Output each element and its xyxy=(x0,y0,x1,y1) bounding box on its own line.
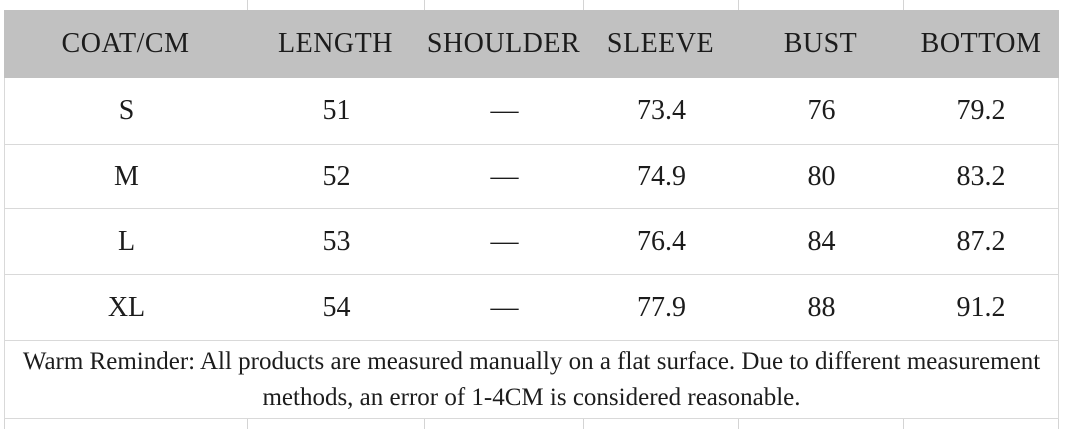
column-divider-tick xyxy=(738,0,739,10)
column-divider-tick xyxy=(424,0,425,10)
column-header-sleeve: SLEEVE xyxy=(606,28,715,59)
column-divider-tick xyxy=(247,419,248,429)
table-body: S 51 — 73.4 76 79.2 M 52 — 74.9 80 83.2 … xyxy=(4,78,1059,419)
bottom-value: 83.2 xyxy=(956,160,1006,192)
column-divider-tick xyxy=(583,0,584,10)
shoulder-value: — xyxy=(490,291,519,323)
sleeve-value: 73.4 xyxy=(637,95,686,126)
shoulder-value: — xyxy=(490,160,519,192)
column-header-length: LENGTH xyxy=(278,28,393,59)
column-divider-tick xyxy=(903,0,904,10)
column-divider-tick xyxy=(1058,419,1059,429)
bust-value: 80 xyxy=(807,160,836,192)
shoulder-value: — xyxy=(490,225,519,257)
column-divider-tick xyxy=(247,0,248,10)
bottom-value: 91.2 xyxy=(956,291,1006,323)
column-divider-tick xyxy=(903,419,904,429)
table-header-row: COAT/CM LENGTH SHOULDER SLEEVE BUST BOTT… xyxy=(4,10,1059,78)
size-label: XL xyxy=(107,291,146,323)
column-header-shoulder: SHOULDER xyxy=(426,28,581,59)
column-divider-tick xyxy=(583,419,584,429)
bust-value: 84 xyxy=(807,225,836,257)
column-divider-tick xyxy=(738,419,739,429)
column-divider-tick xyxy=(424,419,425,429)
column-header-bottom: BOTTOM xyxy=(920,28,1042,59)
column-header-bust: BUST xyxy=(783,28,858,59)
sleeve-value: 76.4 xyxy=(637,225,686,257)
table-row-xl: XL 54 — 77.9 88 91.2 xyxy=(5,274,1058,340)
bottom-value: 87.2 xyxy=(956,225,1006,257)
size-label: M xyxy=(114,160,139,192)
size-table: COAT/CM LENGTH SHOULDER SLEEVE BUST BOTT… xyxy=(4,10,1059,419)
bust-value: 88 xyxy=(807,291,836,323)
table-row-s: S 51 — 73.4 76 79.2 xyxy=(5,78,1058,144)
length-value: 54 xyxy=(322,291,351,323)
reminder-line-1: Warm Reminder: All products are measured… xyxy=(22,347,1041,375)
length-value: 51 xyxy=(322,95,351,126)
column-header-coat-cm: COAT/CM xyxy=(61,28,190,59)
sleeve-value: 74.9 xyxy=(637,160,686,192)
size-label: S xyxy=(118,95,135,126)
bust-value: 76 xyxy=(807,95,836,126)
shoulder-value: — xyxy=(490,95,519,126)
reminder-line-2: methods, an error of 1-4CM is considered… xyxy=(262,383,801,411)
table-row-l: L 53 — 76.4 84 87.2 xyxy=(5,208,1058,274)
length-value: 53 xyxy=(322,225,351,257)
bottom-value: 79.2 xyxy=(956,95,1006,126)
warm-reminder-note: Warm Reminder: All products are measured… xyxy=(5,340,1058,419)
length-value: 52 xyxy=(322,160,351,192)
sleeve-value: 77.9 xyxy=(637,291,686,323)
table-row-m: M 52 — 74.9 80 83.2 xyxy=(5,144,1058,208)
size-label: L xyxy=(117,225,136,257)
column-divider-tick xyxy=(4,419,5,429)
